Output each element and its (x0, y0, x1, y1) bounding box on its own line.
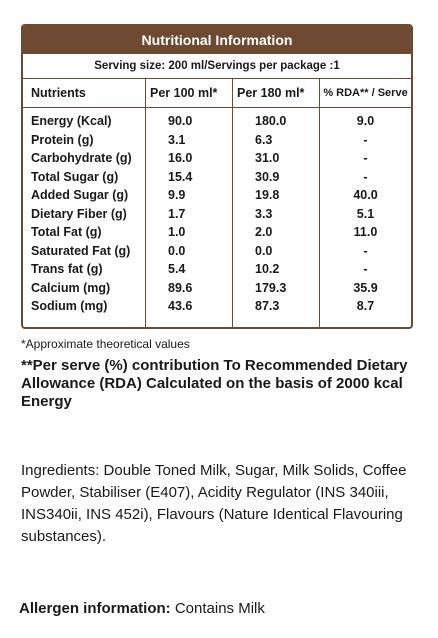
rda-value: - (319, 130, 411, 149)
table-row: Trans fat (g) 5.4 10.2- (23, 260, 411, 279)
table-row: Saturated Fat (g) 0.0 0.0- (23, 241, 411, 260)
per-180ml-value: 19.8 (232, 186, 320, 205)
nutrient-name: Sodium (mg) (31, 299, 108, 314)
footnote-approximate: *Approximate theoretical values (21, 337, 190, 351)
per-180ml-value: 179.3 (232, 278, 320, 297)
nutrient-name: Dietary Fiber (g) (31, 206, 127, 221)
column-header-nutrients: Nutrients (23, 79, 146, 108)
table-header-row: Nutrients Per 100 ml* Per 180 ml* % RDA*… (23, 79, 411, 108)
footnote-rda: **Per serve (%) contribution To Recommen… (21, 357, 408, 410)
table-row: Energy (Kcal) 90.0 180.0 9.0 (23, 107, 411, 131)
per-100ml-value: 1.0 (145, 223, 233, 242)
per-100ml-value: 5.4 (145, 260, 233, 279)
per-180ml-value: 31.0 (232, 149, 320, 168)
per-180ml-value: 30.9 (232, 167, 320, 186)
nutrient-name: Total Fat (g) (31, 225, 102, 240)
per-100ml-value: 9.9 (145, 186, 233, 205)
nutrition-table: Nutrients Per 100 ml* Per 180 ml* % RDA*… (23, 79, 411, 327)
per-100ml-value: 89.6 (145, 278, 233, 297)
table-body: Energy (Kcal) 90.0 180.0 9.0 Protein (g) 3.1 6… (23, 107, 411, 327)
per-100ml-value: 15.4 (145, 167, 233, 186)
nutrient-name: Added Sugar (g) (31, 188, 129, 203)
per-180ml-value: 0.0 (232, 241, 320, 260)
nutrient-name: Calcium (mg) (31, 280, 111, 295)
per-180ml-value: 2.0 (232, 223, 320, 242)
table-row: Total Sugar (g) 15.4 30.9- (23, 167, 411, 186)
rda-value: - (319, 241, 411, 260)
nutrition-panel: Nutritional Information Serving size: 20… (21, 24, 413, 329)
table-row: Added Sugar (g) 9.9 19.8 40.0 (23, 186, 411, 205)
allergen-info: Allergen information: Contains Milk (19, 600, 265, 617)
allergen-label: Allergen information: (19, 600, 171, 617)
table-row: Calcium (mg) 89.6 179.3 35.9 (23, 278, 411, 297)
per-100ml-value: 3.1 (145, 130, 233, 149)
panel-title: Nutritional Information (23, 26, 411, 54)
ingredients-text: Ingredients: Double Toned Milk, Sugar, M… (21, 462, 407, 545)
rda-value: 35.9 (319, 278, 411, 297)
nutrient-name: Total Sugar (g) (31, 169, 119, 184)
per-180ml-value: 10.2 (232, 260, 320, 279)
per-180ml-value: 180.0 (232, 107, 320, 131)
nutrient-name: Carbohydrate (g) (31, 151, 132, 166)
table-row: Protein (g) 3.1 6.3- (23, 130, 411, 149)
rda-value: - (319, 167, 411, 186)
nutrient-name: Trans fat (g) (31, 262, 103, 277)
table-row: Carbohydrate (g) 16.0 31.0- (23, 149, 411, 168)
column-header-per-180ml: Per 180 ml* (232, 79, 320, 108)
nutrient-name: Energy (Kcal) (31, 114, 112, 129)
rda-value: 5.1 (319, 204, 411, 223)
per-180ml-value: 87.3 (232, 297, 320, 316)
table-row: Dietary Fiber (g) 1.7 3.3 5.1 (23, 204, 411, 223)
table-row: Sodium (mg) 43.6 87.3 8.7 (23, 297, 411, 316)
per-180ml-value: 6.3 (232, 130, 320, 149)
rda-value: 9.0 (319, 107, 411, 131)
per-100ml-value: 43.6 (145, 297, 233, 316)
rda-value: - (319, 260, 411, 279)
column-header-per-100ml: Per 100 ml* (145, 79, 233, 108)
per-100ml-value: 90.0 (145, 107, 233, 131)
nutrient-name: Saturated Fat (g) (31, 243, 131, 258)
per-180ml-value: 3.3 (232, 204, 320, 223)
table-filler-row (23, 315, 411, 327)
table-row: Total Fat (g) 1.0 2.0 11.0 (23, 223, 411, 242)
rda-value: 40.0 (319, 186, 411, 205)
per-100ml-value: 0.0 (145, 241, 233, 260)
per-100ml-value: 1.7 (145, 204, 233, 223)
rda-value: 11.0 (319, 223, 411, 242)
per-100ml-value: 16.0 (145, 149, 233, 168)
column-header-rda: % RDA** / Serve (319, 79, 411, 108)
allergen-value: Contains Milk (174, 600, 265, 617)
rda-value: 8.7 (319, 297, 411, 316)
rda-value: - (319, 149, 411, 168)
serving-size: Serving size: 200 ml/Servings per packag… (23, 54, 411, 79)
nutrient-name: Protein (g) (31, 132, 94, 147)
